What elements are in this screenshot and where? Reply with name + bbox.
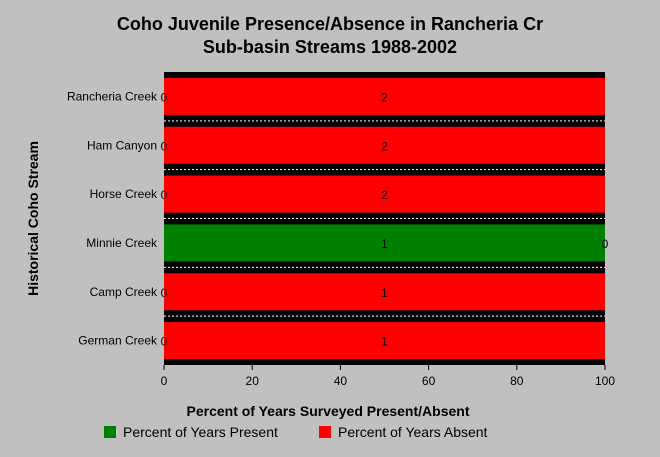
category-label: Horse Creek [90,187,158,201]
legend-label-present: Percent of Years Present [123,424,278,440]
category-label: German Creek [78,334,158,348]
data-label: 2 [381,139,388,153]
y-axis-title: Historical Coho Stream [25,141,41,296]
bar-segment [164,322,605,360]
x-tick-label: 80 [510,374,524,388]
chart-title-line2: Sub-basin Streams 1988-2002 [202,37,458,57]
data-label: 0 [161,335,168,349]
category-label: Ham Canyon [87,138,157,152]
data-label: 2 [381,188,388,202]
legend-label-absent: Percent of Years Absent [338,424,488,440]
x-tick-label: 40 [334,374,348,388]
legend-swatch-absent [319,426,331,438]
data-label: 0 [161,139,168,153]
data-label: 0 [161,90,168,104]
data-label: 1 [381,335,388,349]
category-label: Camp Creek [90,285,158,299]
data-label: 2 [381,90,388,104]
chart-title-line1: Coho Juvenile Presence/Absence in Ranche… [116,14,544,34]
x-tick-label: 20 [246,374,260,388]
data-label: 1 [381,237,388,251]
bar-segment [164,175,605,213]
data-label: 0 [161,286,168,300]
data-label: 1 [381,286,388,300]
bar-segment [164,77,605,115]
x-tick-label: 60 [422,374,436,388]
legend-item-present: Percent of Years Present [104,424,278,440]
legend-swatch-present [104,426,116,438]
bar-segment [164,126,605,164]
legend-item-absent: Percent of Years Absent [319,424,487,440]
category-label: Minnie Creek [86,236,158,250]
data-label: 0 [161,188,168,202]
category-label: Rancheria Creek [67,89,158,103]
x-tick-label: 0 [161,374,168,388]
bar-segment [164,273,605,311]
x-axis-title: Percent of Years Surveyed Present/Absent [187,403,470,419]
data-label: 0 [602,237,609,251]
x-tick-label: 100 [595,374,615,388]
bar-segment [164,224,605,262]
